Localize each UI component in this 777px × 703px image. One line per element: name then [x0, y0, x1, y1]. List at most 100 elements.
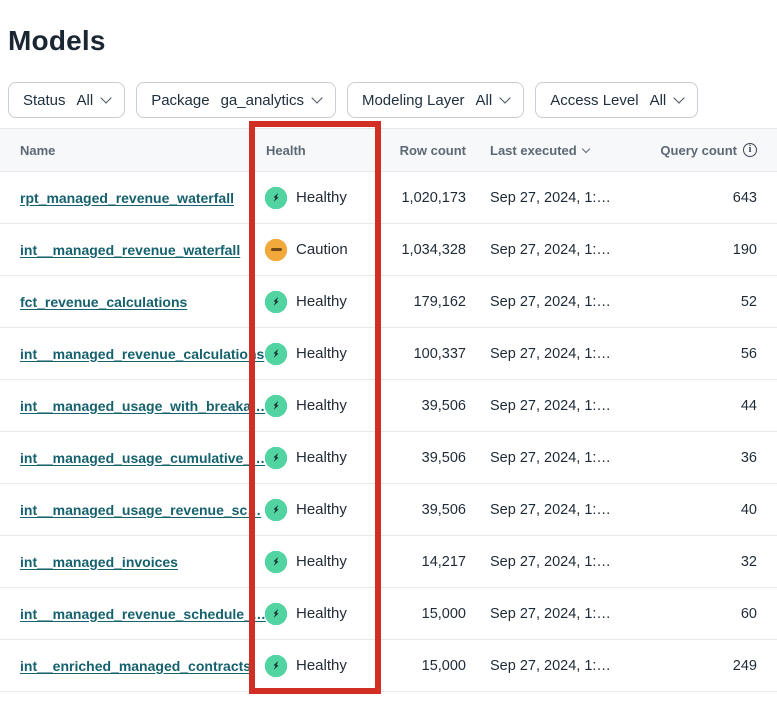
health-status-label: Healthy	[296, 501, 347, 518]
filter-status-value: All	[76, 91, 94, 109]
health-status-label: Caution	[296, 241, 348, 258]
name-cell: int__managed_revenue_waterfall	[20, 242, 266, 258]
table-body: rpt_managed_revenue_waterfall Healthy 1,…	[0, 172, 777, 692]
model-name-link[interactable]: int__enriched_managed_contracts	[20, 657, 252, 674]
filter-access-level[interactable]: Access Level All	[535, 82, 699, 118]
sort-chevron-down-icon	[581, 144, 590, 154]
table-row: int__managed_invoices Healthy 14,217 Sep…	[0, 536, 777, 588]
column-header-query-count: Query count	[660, 143, 757, 158]
filter-access-level-label: Access Level	[550, 91, 639, 109]
filter-status[interactable]: Status All	[8, 82, 126, 118]
table-row: int__managed_revenue_calculations Health…	[0, 328, 777, 380]
row-count-cell: 39,506	[421, 501, 466, 518]
name-cell: int__managed_invoices	[20, 554, 266, 570]
page-title: Models	[8, 24, 106, 56]
row-count-cell: 1,034,328	[401, 241, 466, 258]
column-header-row-count-label: Row count	[399, 142, 466, 158]
bolt-or-minus-glyph	[266, 448, 286, 468]
query-count-cell: 643	[732, 189, 757, 206]
model-name-link[interactable]: fct_revenue_calculations	[20, 293, 188, 310]
health-status-icon	[266, 239, 286, 260]
name-cell: fct_revenue_calculations	[20, 294, 266, 310]
chevron-down-icon	[499, 92, 511, 104]
row-count-cell: 15,000	[421, 657, 466, 674]
filter-package-value: ga_analytics	[220, 91, 304, 109]
health-cell: Healthy	[266, 395, 386, 416]
query-count-cell: 36	[740, 449, 757, 466]
query-count-cell: 44	[740, 397, 757, 414]
table-row: rpt_managed_revenue_waterfall Healthy 1,…	[0, 172, 777, 224]
model-name-link[interactable]: int__managed_usage_cumulative_…	[20, 449, 266, 466]
name-cell: int__enriched_managed_contracts	[20, 658, 266, 674]
filter-status-label: Status	[23, 91, 66, 109]
table-row: int__managed_usage_revenue_sc… Healthy 3…	[0, 484, 777, 536]
bolt-or-minus-glyph	[266, 292, 286, 312]
column-header-query-count-label: Query count	[660, 142, 737, 158]
bolt-or-minus-glyph	[266, 396, 286, 416]
health-status-label: Healthy	[296, 605, 347, 622]
filter-package-label: Package	[151, 91, 210, 109]
model-name-link[interactable]: int__managed_invoices	[20, 553, 178, 570]
health-status-icon	[266, 395, 286, 416]
row-count-cell: 15,000	[421, 605, 466, 622]
bolt-or-minus-glyph	[266, 188, 286, 208]
query-count-cell: 32	[740, 553, 757, 570]
last-executed-cell: Sep 27, 2024, 1:…	[490, 345, 611, 362]
column-header-health-label: Health	[266, 142, 306, 158]
health-cell: Healthy	[266, 447, 386, 468]
health-status-icon	[266, 343, 286, 364]
name-cell: int__managed_revenue_schedule_…	[20, 606, 266, 622]
chevron-down-icon	[311, 92, 323, 104]
row-count-cell: 14,217	[421, 553, 466, 570]
health-status-icon	[266, 603, 286, 624]
bolt-or-minus-glyph	[266, 344, 286, 364]
model-name-link[interactable]: rpt_managed_revenue_waterfall	[20, 189, 234, 206]
health-cell: Healthy	[266, 187, 386, 208]
last-executed-cell: Sep 27, 2024, 1:…	[490, 501, 611, 518]
model-name-link[interactable]: int__managed_revenue_calculations	[20, 345, 265, 362]
last-executed-cell: Sep 27, 2024, 1:…	[490, 657, 611, 674]
info-icon[interactable]	[743, 143, 757, 157]
health-status-label: Healthy	[296, 657, 347, 674]
row-count-cell: 39,506	[421, 449, 466, 466]
table-row: int__managed_revenue_waterfall Caution 1…	[0, 224, 777, 276]
health-status-label: Healthy	[296, 345, 347, 362]
query-count-cell: 60	[740, 605, 757, 622]
row-count-cell: 39,506	[421, 397, 466, 414]
query-count-cell: 52	[740, 293, 757, 310]
filter-package[interactable]: Package ga_analytics	[136, 82, 336, 118]
last-executed-cell: Sep 27, 2024, 1:…	[490, 449, 611, 466]
name-cell: int__managed_revenue_calculations	[20, 346, 266, 362]
table-row: int__managed_usage_with_breaka… Healthy …	[0, 380, 777, 432]
model-name-link[interactable]: int__managed_usage_revenue_sc…	[20, 501, 262, 518]
row-count-cell: 1,020,173	[401, 189, 466, 206]
last-executed-cell: Sep 27, 2024, 1:…	[490, 189, 611, 206]
health-status-label: Healthy	[296, 553, 347, 570]
health-status-icon	[266, 187, 286, 208]
health-status-icon	[266, 447, 286, 468]
column-header-last-executed-label: Last executed	[490, 142, 577, 158]
column-header-last-executed[interactable]: Last executed	[466, 143, 660, 158]
query-count-cell: 40	[740, 501, 757, 518]
chevron-down-icon	[673, 92, 685, 104]
health-status-icon	[266, 499, 286, 520]
model-name-link[interactable]: int__managed_revenue_waterfall	[20, 241, 241, 258]
row-count-cell: 179,162	[413, 293, 466, 310]
filter-modeling-layer-value: All	[475, 91, 493, 109]
column-header-name-label: Name	[20, 142, 56, 158]
model-name-link[interactable]: int__managed_usage_with_breaka…	[20, 397, 266, 414]
health-status-label: Healthy	[296, 189, 347, 206]
last-executed-cell: Sep 27, 2024, 1:…	[490, 293, 611, 310]
table-row: fct_revenue_calculations Healthy 179,162…	[0, 276, 777, 328]
last-executed-cell: Sep 27, 2024, 1:…	[490, 553, 611, 570]
table-row: int__managed_usage_cumulative_… Healthy …	[0, 432, 777, 484]
filter-bar: Status All Package ga_analytics Modeling…	[8, 82, 699, 118]
health-cell: Healthy	[266, 603, 386, 624]
chevron-down-icon	[100, 92, 112, 104]
health-cell: Healthy	[266, 655, 386, 676]
filter-modeling-layer[interactable]: Modeling Layer All	[346, 82, 525, 118]
bolt-or-minus-glyph	[266, 656, 286, 676]
bolt-or-minus-glyph	[266, 500, 286, 520]
last-executed-cell: Sep 27, 2024, 1:…	[490, 241, 611, 258]
model-name-link[interactable]: int__managed_revenue_schedule_…	[20, 605, 266, 622]
